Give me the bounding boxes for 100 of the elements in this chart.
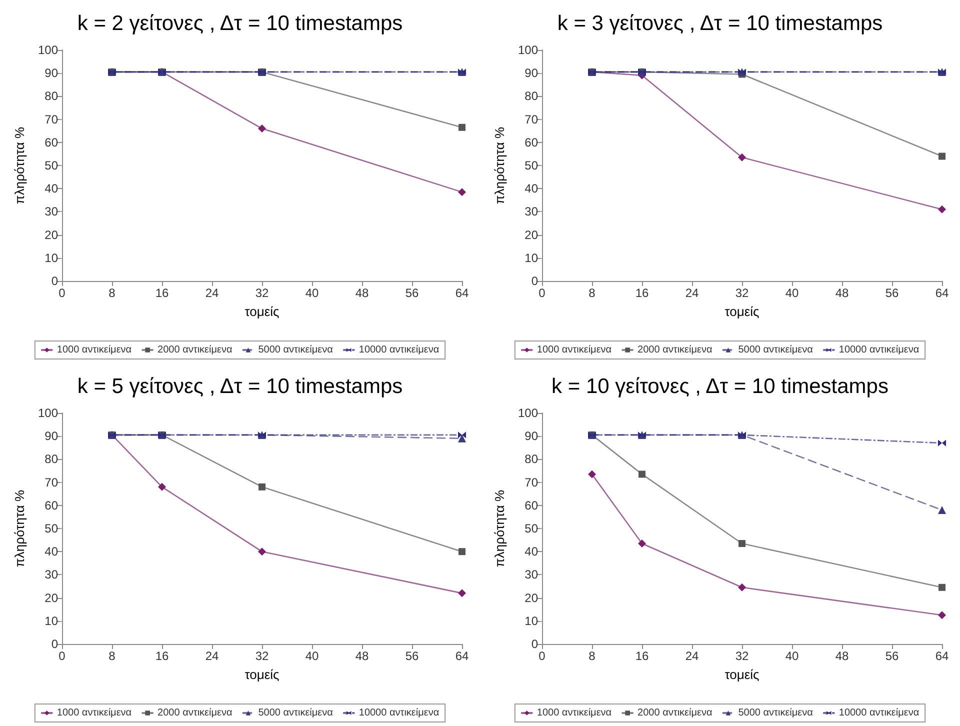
point: [738, 540, 746, 548]
x-tick-label: 40: [305, 286, 319, 300]
y-tick-label: 50: [524, 158, 538, 172]
x-tick-label: 32: [735, 286, 749, 300]
y-tick-label: 90: [524, 66, 538, 80]
legend-label: 10000 αντικείμενα: [838, 708, 920, 718]
point: [738, 153, 746, 162]
point: [158, 482, 166, 491]
x-tick-label: 40: [305, 649, 319, 663]
x-tick-label: 64: [455, 286, 469, 300]
y-tick-label: 70: [44, 475, 58, 490]
x-tick-label: 48: [355, 649, 369, 663]
y-tick-label: 30: [524, 204, 538, 219]
point: [588, 470, 596, 478]
y-axis-title: πληρότητα %: [12, 489, 27, 568]
point: [458, 589, 466, 598]
y-tick-label: 80: [44, 452, 58, 466]
x-axis-title: τομείς: [724, 667, 760, 682]
point: [938, 439, 946, 448]
y-tick-label: 40: [524, 544, 538, 559]
x-tick-label: 24: [685, 649, 699, 663]
y-axis-title: πληρότητα %: [12, 126, 27, 204]
y-tick-label: 70: [524, 475, 538, 490]
y-tick-label: 100: [518, 43, 538, 57]
point: [938, 611, 946, 620]
point: [638, 540, 646, 548]
x-tick-label: 40: [785, 286, 799, 300]
x-tick-label: 24: [205, 286, 219, 300]
y-tick-label: 90: [44, 66, 58, 80]
y-tick-label: 40: [44, 182, 58, 196]
y-tick-label: 60: [524, 498, 538, 512]
y-tick-label: 10: [44, 614, 58, 628]
x-tick-label: 40: [785, 649, 799, 663]
legend-label: 5000 αντικείμενα: [738, 344, 814, 356]
x-tick-label: 64: [455, 649, 469, 663]
y-tick-label: 90: [524, 429, 538, 444]
y-tick-label: 80: [524, 89, 538, 104]
y-tick-label: 20: [524, 228, 538, 242]
point: [258, 548, 266, 556]
legend-label: 2000 αντικείμενα: [638, 344, 712, 356]
x-tick-label: 56: [405, 649, 419, 663]
x-tick-label: 24: [685, 286, 699, 300]
point: [738, 583, 746, 592]
y-tick-label: 100: [38, 406, 58, 420]
x-tick-label: 32: [735, 649, 749, 663]
y-tick-label: 50: [44, 522, 58, 536]
x-tick-label: 64: [935, 286, 949, 300]
y-tick-label: 30: [524, 568, 538, 582]
y-tick-label: 60: [44, 498, 58, 512]
y-tick-label: 30: [44, 568, 58, 582]
y-tick-label: 20: [44, 590, 58, 605]
y-tick-label: 0: [51, 274, 58, 288]
x-tick-label: 56: [885, 649, 899, 663]
y-tick-label: 20: [44, 228, 58, 242]
y-tick-label: 0: [51, 637, 58, 651]
legend-label: 10000 αντικείμενα: [358, 344, 440, 356]
y-tick-label: 10: [524, 614, 538, 628]
point: [458, 124, 466, 131]
y-tick-label: 100: [518, 406, 538, 420]
x-tick-label: 48: [355, 286, 369, 300]
point: [938, 584, 946, 591]
y-axis-title: πληρότητα %: [492, 126, 507, 204]
point: [258, 124, 266, 133]
x-axis-title: τομείς: [724, 304, 760, 319]
y-tick-label: 80: [44, 89, 58, 104]
legend-label: 5000 αντικείμενα: [258, 708, 334, 718]
chart-title: k = 2 γείτονες , Δτ = 10 timestamps: [77, 12, 403, 35]
point: [938, 152, 946, 160]
point: [458, 188, 466, 196]
y-tick-label: 0: [531, 274, 538, 288]
chart-title: k = 10 γείτονες , Δτ = 10 timestamps: [552, 375, 888, 398]
y-tick-label: 70: [524, 112, 538, 126]
x-axis-title: τομείς: [244, 304, 280, 319]
y-tick-label: 60: [524, 135, 538, 150]
point: [258, 483, 266, 490]
x-tick-label: 16: [155, 286, 169, 300]
y-tick-label: 90: [44, 429, 58, 444]
x-tick-label: 56: [405, 286, 419, 300]
point: [638, 470, 646, 478]
legend-label: 2000 αντικείμενα: [638, 708, 712, 718]
x-tick-label: 8: [108, 286, 116, 300]
x-tick-label: 56: [885, 286, 899, 300]
x-tick-label: 32: [255, 286, 269, 300]
x-tick-label: 64: [935, 649, 949, 663]
y-tick-label: 40: [44, 544, 58, 559]
point: [458, 548, 466, 556]
y-tick-label: 60: [44, 135, 58, 150]
y-tick-label: 30: [44, 204, 58, 219]
y-tick-label: 10: [524, 250, 538, 265]
legend-label: 10000 αντικείμενα: [838, 344, 920, 356]
x-tick-label: 48: [835, 649, 849, 663]
legend-label: 1000 αντικείμενα: [56, 344, 132, 356]
legend-label: 5000 αντικείμενα: [258, 344, 334, 356]
legend-label: 1000 αντικείμενα: [536, 708, 612, 718]
y-tick-label: 50: [44, 158, 58, 172]
y-axis-title: πληρότητα %: [492, 489, 507, 568]
x-tick-label: 8: [588, 286, 596, 300]
x-tick-label: 32: [255, 649, 269, 663]
legend-label: 2000 αντικείμενα: [158, 708, 232, 718]
chart-title: k = 3 γείτονες , Δτ = 10 timestamps: [557, 12, 883, 35]
